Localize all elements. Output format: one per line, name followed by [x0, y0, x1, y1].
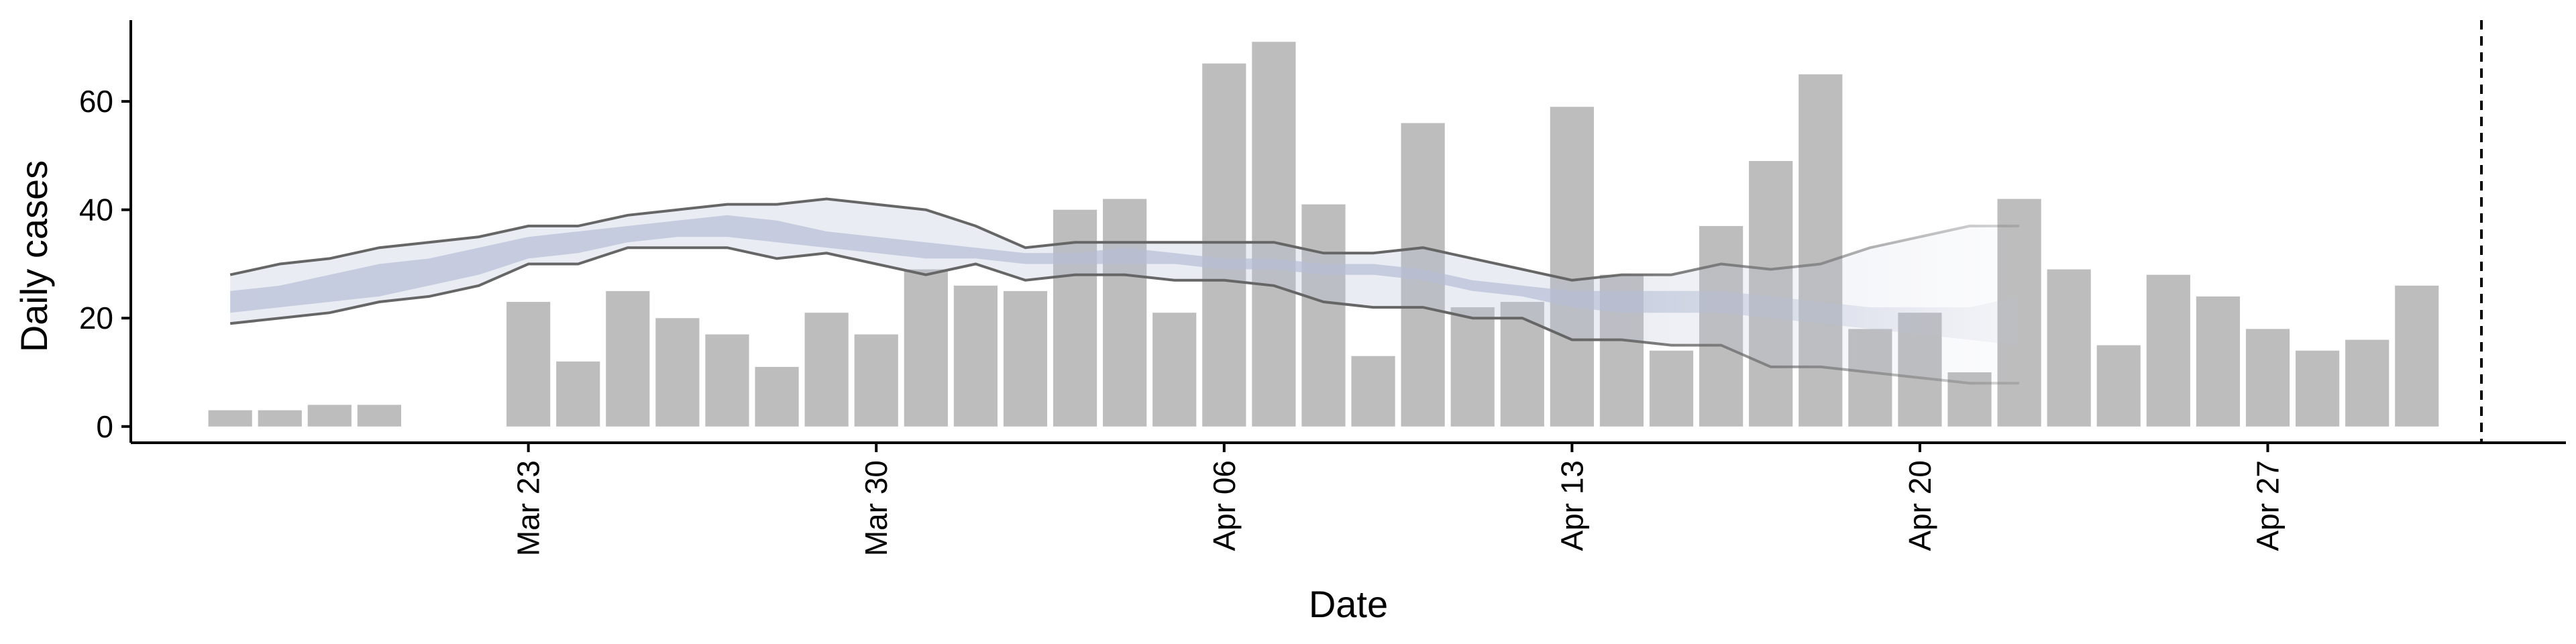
- bar-series: [208, 42, 2439, 427]
- bar: [1003, 290, 1048, 427]
- y-axis-title: Daily cases: [13, 160, 55, 352]
- bar: [953, 285, 998, 427]
- bar: [2096, 345, 2141, 427]
- bar: [307, 405, 352, 427]
- y-tick-label: 20: [79, 301, 113, 335]
- bar: [2295, 350, 2340, 427]
- x-tick-label: Apr 06: [1207, 460, 1242, 551]
- bar: [1301, 204, 1346, 427]
- bar: [854, 334, 898, 427]
- x-tick-label: Mar 23: [511, 460, 546, 556]
- y-tick-label: 0: [96, 409, 113, 444]
- bar: [357, 405, 402, 427]
- bar: [1103, 199, 1147, 427]
- bar: [2245, 329, 2290, 427]
- band-90: [230, 199, 2020, 384]
- bar: [705, 334, 749, 427]
- bar: [904, 269, 948, 427]
- bar: [755, 366, 799, 427]
- bar: [1152, 313, 1197, 427]
- lower-bound-line: [229, 246, 2020, 385]
- bar: [2345, 339, 2390, 427]
- y-tick-label: 60: [79, 84, 113, 119]
- bar: [804, 313, 849, 427]
- axes: 0 20 40 60 Mar 23 Mar 30 Apr 06 Apr 13 Apr 20 Apr…: [79, 20, 2566, 556]
- estimate-lines: [229, 197, 2020, 385]
- x-tick-label: Apr 27: [2251, 460, 2286, 551]
- bar: [655, 318, 700, 427]
- bar: [208, 410, 252, 427]
- bar: [1799, 74, 1843, 427]
- bar: [1450, 307, 1495, 427]
- bar: [1252, 42, 1296, 427]
- x-tick-label: Apr 13: [1554, 460, 1589, 551]
- bar: [556, 361, 600, 427]
- x-tick-label: Mar 30: [859, 460, 894, 556]
- bar: [258, 410, 302, 427]
- bar: [506, 302, 551, 427]
- bar: [2047, 269, 2091, 427]
- x-axis-title: Date: [1309, 583, 1388, 625]
- bar: [2395, 285, 2439, 427]
- bar: [1550, 107, 1594, 427]
- bar: [2196, 296, 2241, 427]
- x-tick-label: Apr 20: [1902, 460, 1937, 551]
- bar: [1351, 356, 1395, 427]
- upper-bound-line: [229, 197, 2020, 282]
- bar: [2146, 274, 2190, 427]
- estimate-bands: [230, 199, 2020, 384]
- bar: [1649, 350, 1694, 427]
- y-tick-label: 40: [79, 193, 113, 227]
- bar: [606, 290, 650, 427]
